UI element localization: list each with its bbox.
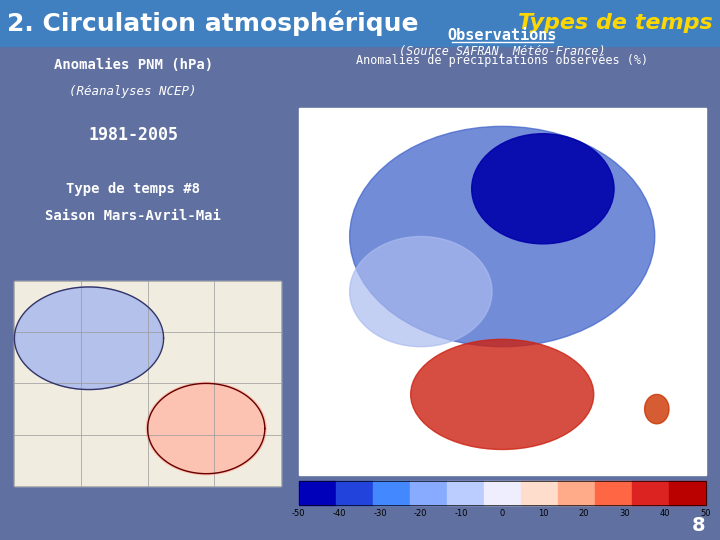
Bar — [631, 481, 669, 505]
Text: -10: -10 — [455, 509, 468, 518]
Text: 50: 50 — [701, 509, 711, 518]
Bar — [410, 481, 446, 505]
Text: (Réanalyses NCEP): (Réanalyses NCEP) — [69, 85, 197, 98]
Ellipse shape — [146, 382, 266, 475]
Ellipse shape — [472, 134, 614, 244]
Text: 1981-2005: 1981-2005 — [88, 126, 179, 144]
Ellipse shape — [410, 339, 594, 449]
Bar — [14, 281, 281, 486]
Text: 0: 0 — [500, 509, 505, 518]
Text: 10: 10 — [538, 509, 548, 518]
Bar — [299, 481, 336, 505]
Bar — [373, 481, 410, 505]
Bar — [299, 108, 706, 475]
Bar — [521, 481, 558, 505]
Ellipse shape — [16, 287, 162, 389]
Bar — [299, 481, 706, 505]
Text: -50: -50 — [292, 509, 305, 518]
Text: 8: 8 — [692, 516, 706, 535]
Ellipse shape — [350, 237, 492, 347]
Bar — [0, 0, 720, 46]
Bar — [446, 481, 484, 505]
Ellipse shape — [350, 126, 654, 347]
Ellipse shape — [644, 394, 669, 424]
Text: Type de temps #8: Type de temps #8 — [66, 182, 200, 196]
Text: Types de temps: Types de temps — [518, 13, 713, 33]
Bar — [558, 481, 595, 505]
Text: Observations: Observations — [447, 28, 557, 43]
Bar — [336, 481, 373, 505]
Text: 40: 40 — [660, 509, 670, 518]
Text: Anomalies de précipitations observées (%): Anomalies de précipitations observées (%… — [356, 54, 648, 67]
Text: -40: -40 — [333, 509, 346, 518]
Text: (Source SAFRAN, Météo-France): (Source SAFRAN, Météo-France) — [399, 45, 606, 58]
Text: Anomalies PNM (hPa): Anomalies PNM (hPa) — [53, 58, 213, 72]
Text: -30: -30 — [374, 509, 387, 518]
Text: 2. Circulation atmosphérique: 2. Circulation atmosphérique — [7, 10, 419, 36]
Text: 30: 30 — [619, 509, 629, 518]
Text: -20: -20 — [414, 509, 428, 518]
Text: 20: 20 — [578, 509, 589, 518]
Bar — [595, 481, 631, 505]
Text: Saison Mars-Avril-Mai: Saison Mars-Avril-Mai — [45, 209, 221, 223]
Bar — [669, 481, 706, 505]
Bar — [484, 481, 521, 505]
